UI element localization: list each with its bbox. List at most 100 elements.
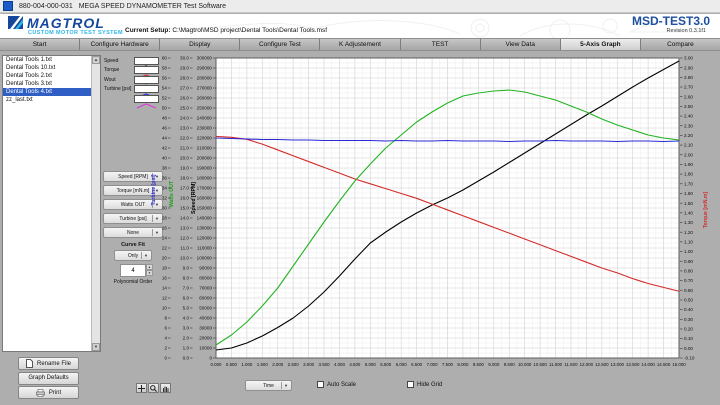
chevron-down-icon[interactable]: ▼ [152, 173, 161, 180]
svg-text:14.0: 14.0 [180, 216, 189, 221]
scroll-down-arrow[interactable]: ▼ [92, 343, 100, 351]
svg-text:140000: 140000 [197, 216, 213, 221]
graph-defaults-button[interactable]: Graph Defaults [18, 371, 79, 385]
tab-start[interactable]: Start [0, 39, 81, 50]
svg-text:10.500: 10.500 [533, 362, 547, 367]
x-axis-selector[interactable]: Time ▼ [245, 380, 292, 391]
svg-text:9.000: 9.000 [488, 362, 500, 367]
svg-text:5.0: 5.0 [183, 306, 190, 311]
svg-text:2.80: 2.80 [684, 75, 693, 80]
svg-text:0.0: 0.0 [183, 356, 190, 361]
cursor-tool-button[interactable] [136, 383, 147, 393]
file-item[interactable]: Dental Tools 2.txt [6, 73, 52, 79]
y-axis-selector-2[interactable]: Torque [mN.m] ▼ [103, 185, 163, 196]
file-item[interactable]: Dental Tools 4.txt [3, 88, 100, 96]
file-item[interactable]: Dental Tools 3.txt [6, 81, 52, 87]
chevron-down-icon[interactable]: ▼ [152, 187, 161, 194]
tab-configure-hardware[interactable]: Configure Hardware [80, 39, 161, 50]
spinner-down-icon[interactable]: ▼ [146, 270, 153, 276]
svg-text:0.70: 0.70 [684, 278, 693, 283]
magtrol-flag-icon [8, 16, 23, 29]
legend-label: Wout [104, 76, 116, 83]
checkbox-icon[interactable] [407, 381, 414, 388]
rename-file-button[interactable]: Rename File [18, 357, 79, 370]
svg-text:32: 32 [162, 196, 168, 201]
svg-text:46: 46 [162, 126, 168, 131]
legend-label: Torque [104, 67, 120, 74]
print-button[interactable]: Print [18, 386, 79, 399]
chevron-down-icon[interactable]: ▼ [152, 229, 161, 236]
svg-text:Torque [mN.m]: Torque [mN.m] [703, 191, 709, 228]
axis-selector-stack: Speed [RPM] ▼ Torque [mN.m] ▼ Watts OUT ▼ Turb… [103, 171, 163, 241]
svg-text:1.80: 1.80 [684, 172, 693, 177]
data-file-list[interactable]: Dental Tools 1.txt Dental Tools 10.txt Den… [2, 55, 101, 352]
chevron-down-icon[interactable]: ▼ [152, 201, 161, 208]
legend-line-sample[interactable] [134, 94, 159, 109]
svg-text:1.30: 1.30 [684, 220, 693, 225]
svg-text:180000: 180000 [197, 176, 213, 181]
svg-text:42: 42 [162, 146, 168, 151]
series-legend: Speed Torque Wout Turbine [psi] [104, 56, 162, 109]
svg-text:13.500: 13.500 [626, 362, 640, 367]
tab-display[interactable]: Display [160, 39, 241, 50]
svg-text:2.50: 2.50 [684, 104, 693, 109]
hide-grid-checkbox[interactable]: Hide Grid [407, 381, 442, 388]
svg-text:27.0: 27.0 [180, 86, 189, 91]
svg-text:2: 2 [164, 346, 167, 351]
zoom-tool-button[interactable] [148, 383, 159, 393]
checkbox-icon[interactable] [317, 381, 324, 388]
svg-text:0.40: 0.40 [684, 307, 693, 312]
scroll-up-arrow[interactable]: ▲ [92, 56, 100, 64]
svg-text:160000: 160000 [197, 196, 213, 201]
magnifier-icon [150, 384, 157, 392]
file-item[interactable]: Dental Tools 1.txt [6, 57, 52, 63]
svg-text:40: 40 [162, 156, 168, 161]
tab-configure-test[interactable]: Configure Test [240, 39, 321, 50]
svg-text:4.0: 4.0 [183, 316, 190, 321]
svg-text:54: 54 [162, 86, 168, 91]
svg-text:260000: 260000 [197, 96, 213, 101]
svg-text:38: 38 [162, 166, 168, 171]
file-item[interactable]: Dental Tools 10.txt [6, 65, 56, 71]
y-axis-selector-3[interactable]: Watts OUT ▼ [103, 199, 163, 210]
tab-compare[interactable]: Compare [667, 41, 694, 48]
chevron-down-icon[interactable]: ▼ [281, 382, 290, 389]
svg-text:10000: 10000 [199, 346, 212, 351]
svg-text:8.500: 8.500 [473, 362, 485, 367]
y-axis-selector-1[interactable]: Speed [RPM] ▼ [103, 171, 163, 182]
tab-test[interactable]: TEST [401, 39, 481, 50]
chevron-down-icon[interactable]: ▼ [152, 215, 161, 222]
y-axis-selector-value: Speed [RPM] [118, 173, 148, 180]
y-axis-selector-4[interactable]: Turbine [psi] ▼ [103, 213, 163, 224]
y-axis-selector-value: Turbine [psi] [119, 215, 147, 222]
svg-text:7.500: 7.500 [442, 362, 454, 367]
svg-text:1.000: 1.000 [241, 362, 253, 367]
svg-text:5.000: 5.000 [365, 362, 377, 367]
tab-5-axis-graph[interactable]: 5-Axis Graph [560, 39, 641, 50]
auto-scale-checkbox[interactable]: Auto Scale [317, 381, 356, 388]
svg-text:0.00: 0.00 [684, 346, 693, 351]
spinner-up-icon[interactable]: ▲ [146, 264, 153, 270]
chevron-down-icon[interactable]: ▼ [141, 252, 150, 259]
svg-text:12.500: 12.500 [595, 362, 609, 367]
pan-tool-button[interactable] [160, 383, 171, 393]
svg-text:20.0: 20.0 [180, 156, 189, 161]
polynomial-order-spinner[interactable]: 4 ▲ ▼ [120, 264, 153, 277]
svg-text:40000: 40000 [199, 316, 212, 321]
svg-text:24.0: 24.0 [180, 116, 189, 121]
svg-text:270000: 270000 [197, 86, 213, 91]
tab-k-adjustement[interactable]: K Adjustement [320, 39, 401, 50]
legend-label: Turbine [psi] [104, 86, 132, 93]
tab-view-data[interactable]: View Data [481, 39, 561, 50]
svg-text:9.0: 9.0 [183, 266, 190, 271]
series-speed [215, 60, 680, 351]
five-axis-graph[interactable]: 0246810121416182022242628303234363840424… [150, 52, 720, 378]
svg-text:1.90: 1.90 [684, 162, 693, 167]
curve-fit-dropdown[interactable]: Only ▼ [114, 250, 152, 261]
svg-text:10.000: 10.000 [518, 362, 532, 367]
file-list-scrollbar[interactable]: ▲ ▼ [91, 56, 100, 351]
svg-text:1.10: 1.10 [684, 239, 693, 244]
svg-text:2.00: 2.00 [684, 152, 693, 157]
file-item[interactable]: zz_last.txt [6, 97, 33, 103]
y-axis-selector-5[interactable]: None ▼ [103, 227, 163, 238]
